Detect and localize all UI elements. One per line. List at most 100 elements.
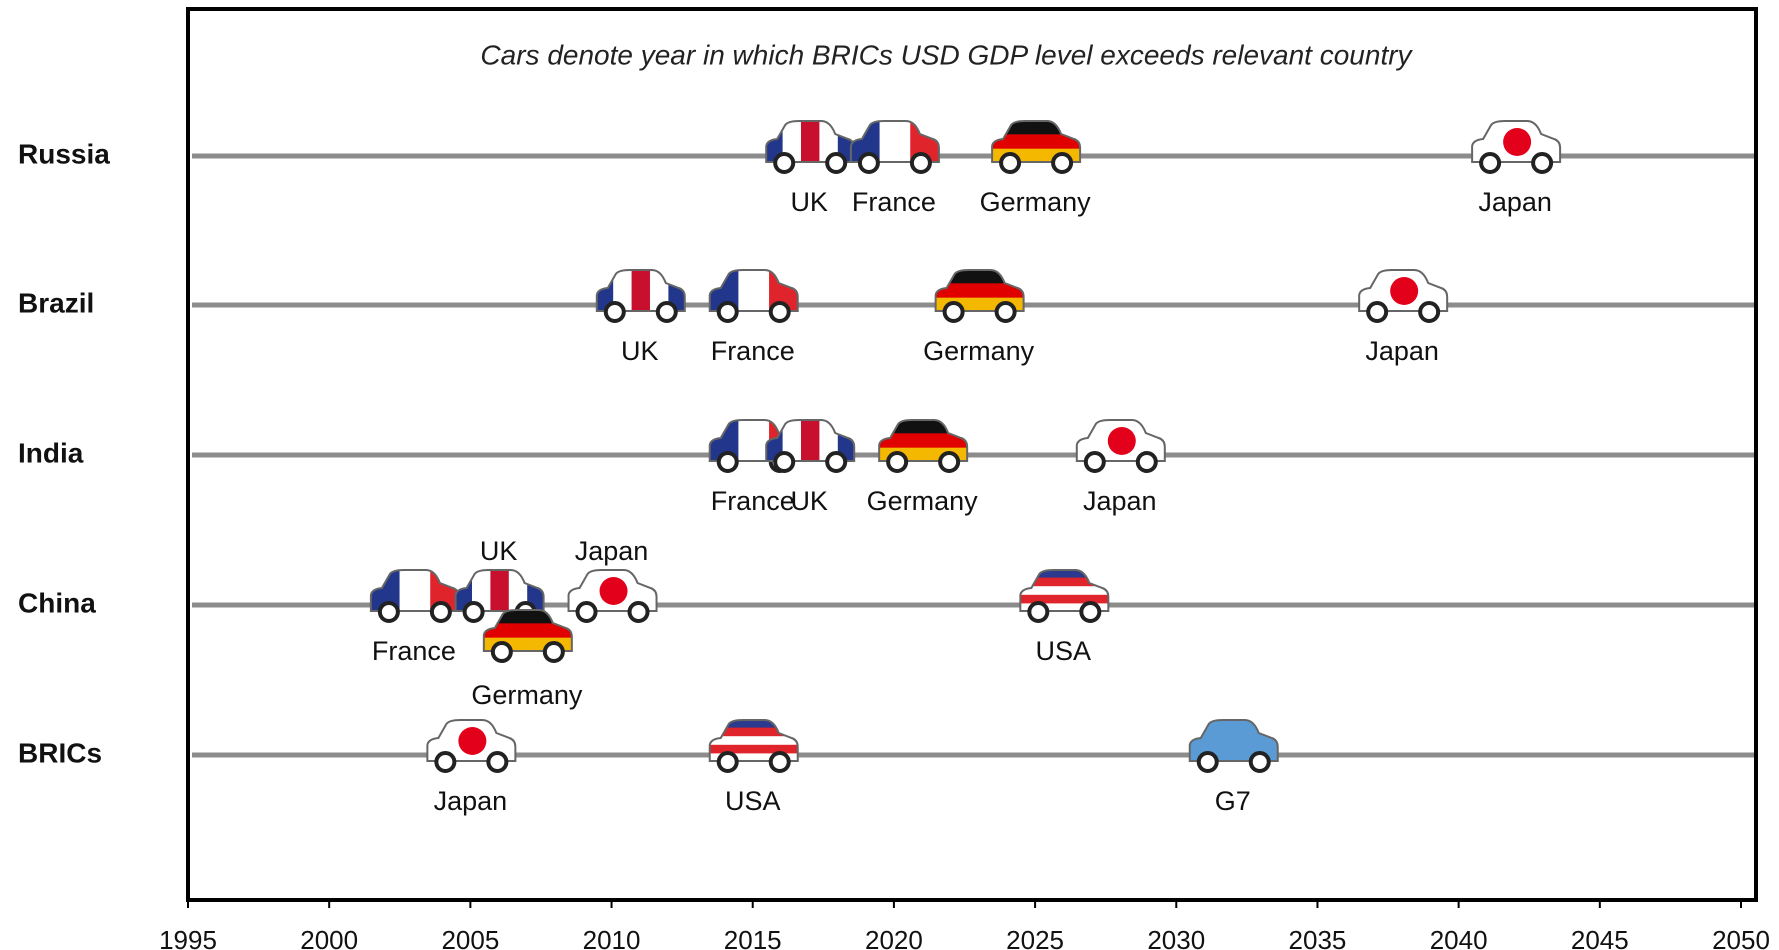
car-wheel	[775, 154, 793, 172]
car-stripe	[801, 419, 820, 462]
car-wheel	[1420, 303, 1438, 321]
x-tick-label: 2050	[1712, 925, 1770, 950]
car-wheel	[1081, 603, 1099, 621]
car-stripe	[1018, 595, 1110, 604]
car-wheel	[545, 643, 563, 661]
car-wheel	[432, 603, 450, 621]
point-label: UK	[790, 187, 828, 217]
car	[934, 269, 1026, 321]
point-label: Japan	[575, 536, 649, 566]
car-wheel	[860, 154, 878, 172]
car-wheel	[912, 154, 930, 172]
car-disc	[600, 577, 628, 605]
car-wheel	[1086, 453, 1104, 471]
point-label: Japan	[434, 786, 508, 816]
point-label: Germany	[867, 486, 979, 516]
row-label: Russia	[18, 138, 110, 169]
car-wheel	[658, 303, 676, 321]
car-wheel	[888, 453, 906, 471]
car-wheel	[1138, 453, 1156, 471]
car-wheel	[997, 303, 1015, 321]
car-wheel	[436, 753, 454, 771]
car	[877, 419, 969, 471]
car-wheel	[719, 753, 737, 771]
point-label: UK	[480, 536, 518, 566]
point-label: Germany	[923, 336, 1035, 366]
x-tick-label: 2010	[583, 925, 641, 950]
car	[764, 120, 857, 172]
car-wheel	[630, 603, 648, 621]
car	[595, 269, 688, 321]
car-wheel	[1251, 753, 1269, 771]
point-label: France	[711, 336, 795, 366]
x-tick-label: 2045	[1571, 925, 1629, 950]
x-tick-label: 2040	[1430, 925, 1488, 950]
car-stripe	[990, 120, 1082, 135]
car-wheel	[827, 154, 845, 172]
car	[1357, 269, 1450, 321]
car-wheel	[719, 453, 737, 471]
car	[764, 419, 857, 471]
car-wheel	[606, 303, 624, 321]
x-tick-label: 1995	[159, 925, 217, 950]
x-tick-label: 2000	[300, 925, 358, 950]
car-stripe	[490, 569, 509, 612]
car-stripe	[400, 569, 431, 612]
chart: Cars denote year in which BRICs USD GDP …	[0, 0, 1779, 950]
chart-title: Cars denote year in which BRICs USD GDP …	[480, 39, 1413, 70]
car-stripe	[738, 269, 769, 312]
car-wheel	[1533, 154, 1551, 172]
point-label: France	[852, 187, 936, 217]
point-label: Germany	[471, 680, 583, 710]
car-wheel	[380, 603, 398, 621]
car-wheel	[945, 303, 963, 321]
row-label: BRICs	[18, 737, 102, 768]
x-tick-label: 2005	[441, 925, 499, 950]
row-label: China	[18, 587, 96, 618]
car-stripe	[877, 419, 969, 434]
car	[708, 719, 800, 771]
point-label: UK	[621, 336, 659, 366]
car	[990, 120, 1082, 172]
x-tick-label: 2015	[724, 925, 782, 950]
point-label: France	[711, 486, 795, 516]
car-wheel	[719, 303, 737, 321]
car	[1075, 419, 1168, 471]
point-label: UK	[790, 486, 828, 516]
x-tick-label: 2035	[1289, 925, 1347, 950]
row-label: Brazil	[18, 287, 94, 318]
car-stripe	[801, 120, 820, 163]
row-label: India	[18, 437, 84, 468]
car-wheel	[827, 453, 845, 471]
car	[1018, 569, 1110, 621]
car-stripe	[880, 120, 911, 163]
point-label: USA	[725, 786, 781, 816]
car	[482, 609, 574, 661]
point-label: Japan	[1478, 187, 1552, 217]
car-disc	[1503, 128, 1531, 156]
car-stripe	[934, 269, 1026, 284]
car-stripe	[632, 269, 651, 312]
car-wheel	[1001, 154, 1019, 172]
car	[369, 569, 462, 621]
car-wheel	[1053, 154, 1071, 172]
point-label: Germany	[980, 187, 1092, 217]
car	[425, 719, 518, 771]
point-label: Japan	[1083, 486, 1157, 516]
x-tick-label: 2030	[1147, 925, 1205, 950]
point-label: France	[372, 636, 456, 666]
car-wheel	[771, 303, 789, 321]
x-tick-label: 2020	[865, 925, 923, 950]
car-wheel	[578, 603, 596, 621]
car-wheel	[493, 643, 511, 661]
x-tick-label: 2025	[1006, 925, 1064, 950]
car-disc	[1108, 427, 1136, 455]
car	[567, 569, 660, 621]
car	[1470, 120, 1563, 172]
car-wheel	[1199, 753, 1217, 771]
car-stripe	[738, 419, 769, 462]
point-label: G7	[1215, 786, 1251, 816]
car-wheel	[1368, 303, 1386, 321]
car-wheel	[775, 453, 793, 471]
car	[849, 120, 942, 172]
